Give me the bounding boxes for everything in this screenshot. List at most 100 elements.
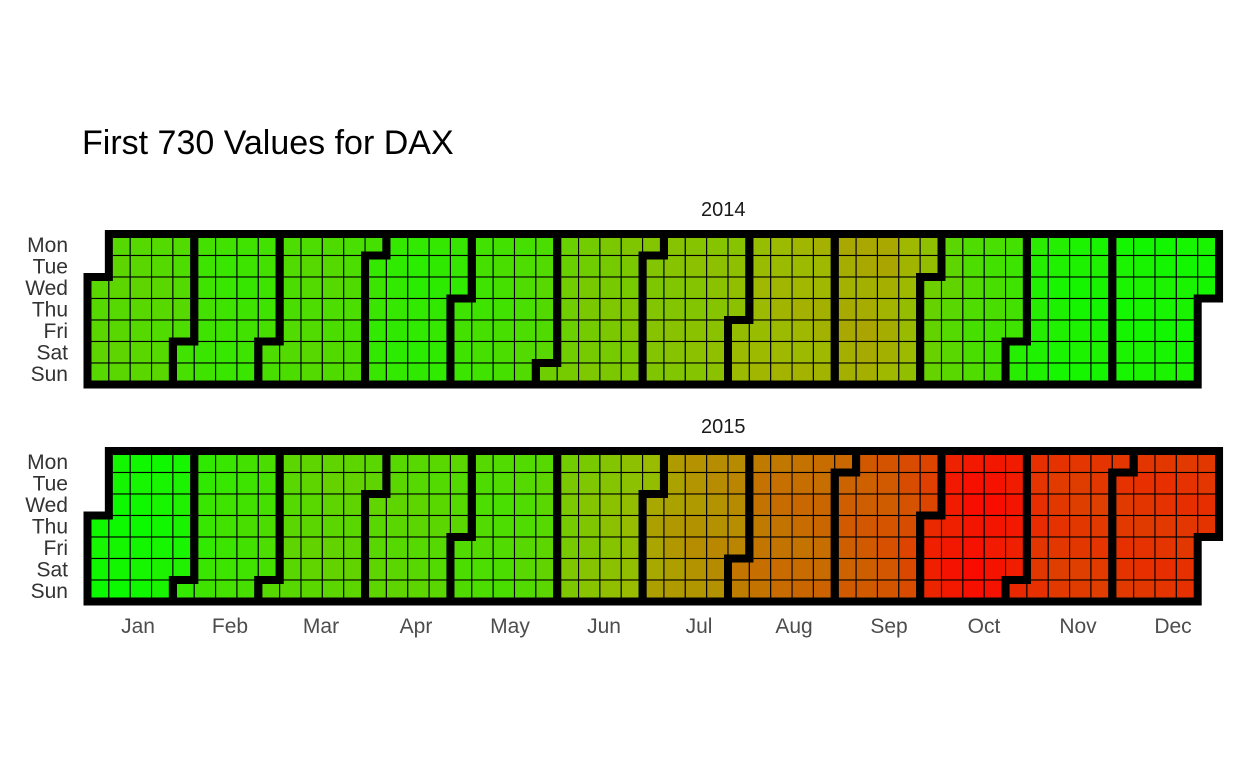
heatmap-cell: [492, 254, 516, 278]
heatmap-cell: [1175, 493, 1199, 517]
weekday-label-tue: Tue: [33, 472, 68, 495]
heatmap-cell: [770, 493, 793, 517]
heatmap-cell: [577, 536, 601, 560]
heatmap-cell: [108, 557, 131, 581]
heatmap-cell: [471, 557, 494, 581]
heatmap-cell: [1154, 471, 1177, 495]
heatmap-cell: [855, 493, 878, 517]
heatmap-cell: [385, 340, 409, 364]
heatmap-cell: [321, 254, 345, 278]
heatmap-cell: [577, 297, 601, 321]
heatmap-cell: [684, 297, 708, 321]
heatmap-cell: [1069, 319, 1092, 343]
heatmap-cell: [492, 514, 516, 538]
heatmap-cell: [876, 276, 900, 300]
heatmap-cell: [577, 319, 601, 343]
heatmap-cell: [770, 536, 793, 560]
heatmap-cell: [215, 254, 238, 278]
heatmap-cell: [599, 319, 622, 343]
heatmap-cell: [321, 493, 345, 517]
heatmap-cell: [300, 276, 323, 300]
heatmap-cell: [492, 276, 516, 300]
heatmap-cell: [940, 297, 964, 321]
heatmap-cell: [385, 276, 409, 300]
heatmap-cell: [599, 557, 622, 581]
heatmap-cell: [1133, 557, 1156, 581]
heatmap-cell: [663, 319, 686, 343]
heatmap-cell: [385, 514, 409, 538]
weekday-label-thu: Thu: [32, 515, 68, 538]
heatmap-cell: [1069, 514, 1092, 538]
heatmap-cell: [407, 493, 430, 517]
heatmap-cell: [1069, 340, 1092, 364]
heatmap-cell: [1047, 276, 1071, 300]
heatmap-cell: [1069, 276, 1092, 300]
heatmap-cell: [940, 319, 964, 343]
month-label-feb: Feb: [212, 615, 248, 638]
heatmap-cell: [407, 319, 430, 343]
heatmap-cell: [215, 319, 238, 343]
heatmap-cell: [962, 340, 985, 364]
heatmap-cell: [1175, 471, 1199, 495]
heatmap-cell: [492, 493, 516, 517]
heatmap-cell: [471, 319, 494, 343]
heatmap-cell: [1133, 254, 1156, 278]
heatmap-cell: [962, 297, 985, 321]
heatmap-cell: [599, 471, 622, 495]
heatmap-cell: [962, 276, 985, 300]
heatmap-cell: [791, 340, 814, 364]
heatmap-cell: [513, 471, 537, 495]
heatmap-cell: [684, 536, 708, 560]
heatmap-cell: [236, 276, 259, 300]
heatmap-cells: [86, 233, 1220, 603]
heatmap-cell: [791, 471, 814, 495]
heatmap-cell: [385, 297, 409, 321]
month-boundaries: [83, 230, 1224, 606]
weekday-label-wed: Wed: [25, 277, 68, 300]
month-boundary-dec-2014: [1108, 230, 1224, 389]
heatmap-cell: [577, 493, 601, 517]
heatmap-cell: [706, 471, 729, 495]
heatmap-cell: [1047, 340, 1071, 364]
heatmap-cell: [1133, 340, 1156, 364]
heatmap-cell: [577, 557, 601, 581]
heatmap-cell: [577, 254, 601, 278]
weekday-label-mon: Mon: [27, 451, 68, 474]
heatmap-cell: [1069, 557, 1092, 581]
heatmap-cell: [706, 276, 729, 300]
heatmap-cell: [876, 493, 900, 517]
heatmap-cell: [1069, 297, 1092, 321]
heatmap-cell: [983, 471, 1007, 495]
heatmap-cell: [770, 319, 793, 343]
heatmap-cell: [684, 340, 708, 364]
heatmap-cell: [577, 276, 601, 300]
heatmap-cell: [1133, 276, 1156, 300]
heatmap-cell: [706, 493, 729, 517]
heatmap-cell: [129, 276, 153, 300]
heatmap-cell: [855, 536, 878, 560]
heatmap-cell: [300, 471, 323, 495]
heatmap-cell: [983, 493, 1007, 517]
heatmap-cell: [663, 340, 686, 364]
heatmap-cell: [1133, 319, 1156, 343]
heatmap-cell: [962, 319, 985, 343]
heatmap-cell: [599, 297, 622, 321]
heatmap-cell: [492, 536, 516, 560]
heatmap-cell: [962, 493, 985, 517]
heatmap-cell: [855, 276, 878, 300]
month-label-nov: Nov: [1059, 615, 1097, 638]
heatmap-cell: [321, 319, 345, 343]
heatmap-cell: [1154, 493, 1177, 517]
heatmap-cell: [791, 493, 814, 517]
heatmap-cell: [962, 471, 985, 495]
heatmap-cell: [492, 319, 516, 343]
heatmap-cell: [407, 514, 430, 538]
heatmap-cell: [770, 340, 793, 364]
heatmap-cell: [962, 254, 985, 278]
heatmap-cell: [770, 514, 793, 538]
weekday-label-sat: Sat: [36, 341, 68, 364]
heatmap-cell: [129, 254, 153, 278]
heatmap-cell: [300, 536, 323, 560]
heatmap-cell: [513, 297, 537, 321]
heatmap-cell: [770, 276, 793, 300]
